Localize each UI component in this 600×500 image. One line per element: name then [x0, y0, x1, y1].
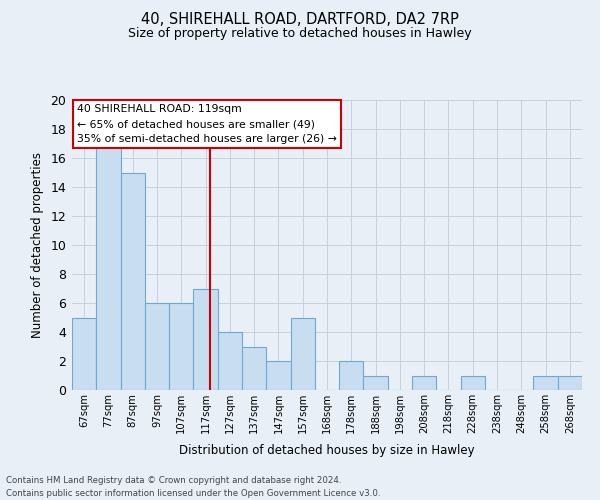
Bar: [145, 303, 169, 390]
Text: Size of property relative to detached houses in Hawley: Size of property relative to detached ho…: [128, 28, 472, 40]
Text: 40, SHIREHALL ROAD, DARTFORD, DA2 7RP: 40, SHIREHALL ROAD, DARTFORD, DA2 7RP: [141, 12, 459, 28]
Bar: [96, 144, 121, 390]
Bar: [533, 376, 558, 390]
Bar: [364, 376, 388, 390]
Bar: [121, 172, 145, 390]
Bar: [169, 303, 193, 390]
Bar: [242, 346, 266, 390]
Bar: [266, 361, 290, 390]
Bar: [193, 288, 218, 390]
Bar: [72, 318, 96, 390]
Text: Contains HM Land Registry data © Crown copyright and database right 2024.
Contai: Contains HM Land Registry data © Crown c…: [6, 476, 380, 498]
Bar: [339, 361, 364, 390]
Bar: [412, 376, 436, 390]
Bar: [218, 332, 242, 390]
Text: 40 SHIREHALL ROAD: 119sqm
← 65% of detached houses are smaller (49)
35% of semi-: 40 SHIREHALL ROAD: 119sqm ← 65% of detac…: [77, 104, 337, 144]
Bar: [558, 376, 582, 390]
Bar: [461, 376, 485, 390]
X-axis label: Distribution of detached houses by size in Hawley: Distribution of detached houses by size …: [179, 444, 475, 458]
Bar: [290, 318, 315, 390]
Y-axis label: Number of detached properties: Number of detached properties: [31, 152, 44, 338]
